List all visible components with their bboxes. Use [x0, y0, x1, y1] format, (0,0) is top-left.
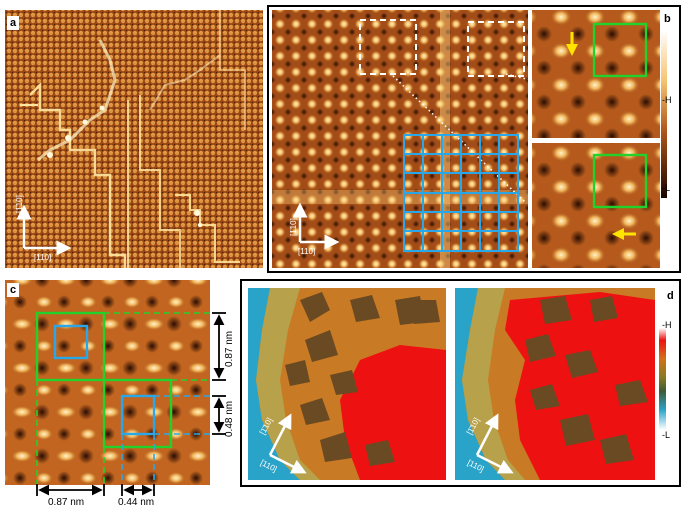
panel-d-image-right	[455, 288, 655, 480]
panel-b-axis-y: [1̄10]	[289, 218, 298, 236]
scale-label-horizontal-small: 0.44 nm	[118, 497, 155, 508]
panel-b-colorbar-high: -H	[662, 95, 672, 105]
scale-label-horizontal-large: 0.87 nm	[48, 497, 85, 508]
panel-d-axes-left	[268, 413, 307, 474]
panel-c-image	[5, 280, 210, 485]
panel-b-axes	[292, 202, 340, 250]
panel-d-colorbar-high: -H	[662, 320, 672, 330]
zoom-divider	[530, 138, 662, 143]
green-box-zoom-top	[592, 22, 648, 78]
panel-c-overlays	[35, 311, 210, 485]
scale-label-vertical-small: 0.48 nm	[224, 400, 235, 437]
panel-a-axis-y: [1̄10]	[15, 195, 24, 213]
panel-d-label: d	[667, 290, 674, 302]
panel-a-image	[5, 10, 263, 268]
panel-a-axes	[16, 204, 72, 256]
dashed-box-left	[359, 19, 417, 75]
panel-b-zoom-bottom	[532, 143, 660, 268]
panel-d-frame	[240, 279, 681, 487]
panel-a-axis-x: [110]	[34, 253, 52, 262]
panel-d-colorbar	[659, 328, 666, 430]
panel-d-colorbar-low: -L	[662, 430, 671, 440]
scale-label-vertical-large: 0.87 nm	[224, 330, 235, 367]
panel-c-scale-arrows	[36, 312, 226, 496]
zoom-separator	[528, 10, 532, 268]
panel-c-label: c	[7, 283, 20, 297]
panel-b-label: b	[664, 13, 671, 25]
panel-d-axes-right	[475, 413, 514, 474]
panel-b-image	[272, 10, 528, 268]
blue-grid-overlay	[403, 134, 519, 252]
dotted-connector	[392, 75, 526, 203]
dashed-box-right	[467, 21, 525, 77]
panel-d-image-left	[248, 288, 446, 480]
panel-b-frame	[267, 5, 681, 273]
panel-b-colorbar-low: -L	[662, 183, 671, 193]
panel-a-label: a	[7, 16, 20, 30]
panel-b-colorbar	[661, 30, 667, 198]
green-box-zoom-bottom	[592, 153, 648, 209]
panel-b-zoom-top	[532, 10, 660, 138]
panel-b-axis-x: [110]	[298, 247, 316, 256]
